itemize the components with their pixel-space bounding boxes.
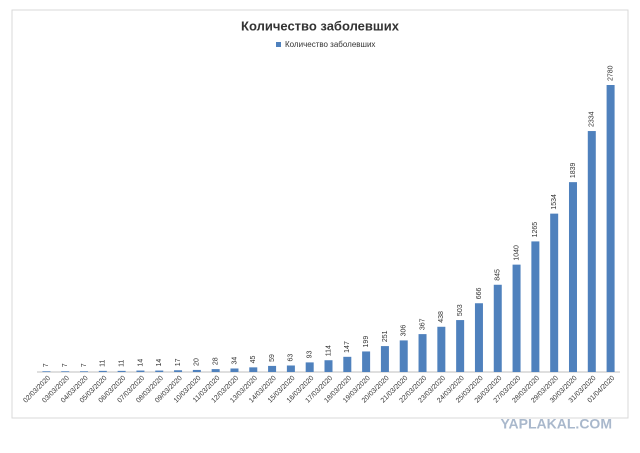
value-label: 20: [194, 358, 201, 366]
bar: [587, 131, 596, 372]
value-label: 7: [62, 363, 69, 367]
value-label: 666: [476, 287, 483, 299]
bar: [249, 367, 258, 372]
value-label: 17: [175, 358, 182, 366]
value-label: 367: [419, 318, 426, 330]
value-label: 7: [43, 363, 50, 367]
value-label: 845: [495, 269, 502, 281]
value-label: 2780: [607, 65, 614, 81]
value-label: 59: [269, 354, 276, 362]
bar: [230, 368, 239, 372]
value-label: 63: [288, 354, 295, 362]
bar: [324, 360, 333, 372]
bar: [174, 370, 183, 372]
chart-title: Количество заболевших: [241, 18, 400, 33]
value-label: 114: [325, 345, 332, 356]
bar: [192, 369, 201, 372]
bar: [343, 356, 352, 372]
bar: [61, 371, 70, 372]
value-label: 14: [156, 359, 163, 367]
value-label: 14: [137, 359, 144, 367]
bar: [606, 85, 615, 372]
value-label: 147: [344, 341, 351, 353]
value-label: 11: [118, 359, 125, 366]
bar: [362, 351, 371, 372]
bar: [211, 369, 220, 372]
value-label: 1265: [532, 222, 539, 238]
value-label: 251: [382, 330, 389, 342]
value-label: 34: [231, 357, 238, 365]
bar: [531, 241, 540, 372]
bar: [399, 340, 408, 372]
bar: [512, 264, 521, 372]
bar: [550, 213, 559, 372]
value-label: 1534: [551, 194, 558, 210]
bar: [568, 182, 577, 372]
bar: [286, 365, 295, 372]
bar: [98, 370, 107, 372]
bar: [474, 303, 483, 372]
value-label: 1839: [570, 162, 577, 178]
legend-label: Количество заболевших: [285, 40, 375, 49]
bar: [155, 370, 164, 372]
value-label: 2334: [589, 111, 596, 127]
bar: [42, 371, 51, 372]
bar: [268, 365, 277, 372]
bar: [80, 371, 89, 372]
value-label: 438: [438, 311, 445, 323]
value-label: 7: [81, 363, 88, 367]
bar: [380, 346, 389, 372]
watermark: YAPLAKAL.COM: [501, 416, 613, 432]
chart-frame: [11, 9, 629, 419]
value-label: 503: [457, 304, 464, 316]
value-label: 93: [307, 351, 314, 359]
value-label: 11: [100, 359, 107, 366]
bar: [117, 370, 126, 372]
value-label: 1040: [513, 245, 520, 261]
value-label: 306: [401, 325, 408, 337]
bar: [305, 362, 314, 372]
bar: [136, 370, 145, 372]
bar: [437, 326, 446, 372]
legend-swatch: [276, 42, 281, 47]
value-label: 45: [250, 355, 257, 363]
bar: [493, 284, 502, 372]
bar: [418, 334, 427, 372]
value-label: 28: [213, 357, 220, 365]
bar: [456, 320, 465, 372]
value-label: 199: [363, 336, 370, 348]
